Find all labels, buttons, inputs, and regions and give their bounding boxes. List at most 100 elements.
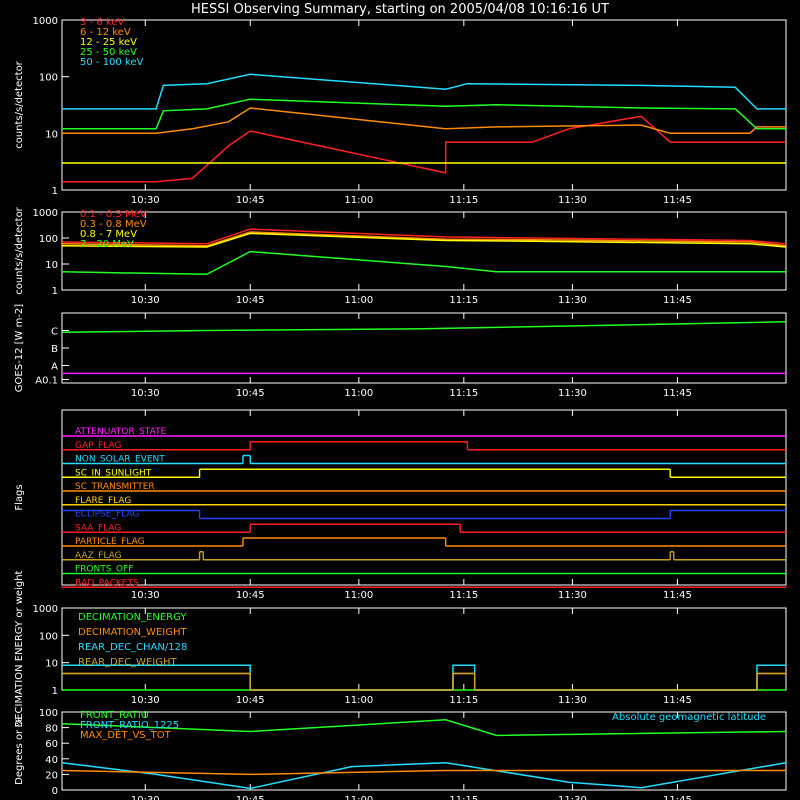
- flag-label-7: SAA_FLAG: [75, 523, 121, 533]
- x-tick-label-4-1: 10:45: [236, 695, 265, 706]
- series-line-0-0: [62, 115, 786, 183]
- y-tick-label-4-1: 10: [45, 659, 58, 670]
- series-line-5-1: [61, 761, 787, 790]
- x-tick-label-1-2: 11:00: [344, 295, 373, 306]
- x-tick-label-4-3: 11:15: [449, 695, 478, 706]
- x-tick-label-5-2: 11:00: [344, 795, 373, 800]
- flag-label-3: SC_IN_SUNLIGHT: [75, 468, 152, 478]
- x-tick-label-5-1: 10:45: [236, 795, 265, 800]
- panel-frame-0: [61, 19, 787, 191]
- flag-label-0: ATTENUATOR_STATE: [75, 427, 167, 437]
- series-line-1-3: [61, 250, 786, 276]
- x-tick-label-4-4: 11:30: [558, 695, 587, 706]
- y-tick-label-5-3: 60: [45, 739, 58, 750]
- x-tick-label-1-3: 11:15: [449, 295, 478, 306]
- flag-label-5: FLARE_FLAG: [75, 496, 131, 506]
- flag-label-10: FRONTS_OFF: [75, 565, 133, 575]
- annotation-geomag-latitude: Absolute geomagnetic latitude: [612, 712, 766, 723]
- y-tick-label-2-2: B: [51, 344, 58, 355]
- series-line-0-4: [62, 73, 786, 110]
- x-tick-label-4-0: 10:30: [131, 695, 160, 706]
- legend-entry-0-0: 3 - 6 keV: [80, 17, 124, 28]
- y-tick-label-0-2: 100: [39, 73, 58, 84]
- x-tick-label-0-0: 10:30: [131, 195, 160, 206]
- x-tick-label-3-3: 11:15: [449, 590, 478, 601]
- legend-entry-1-2: 0.8 - 7 MeV: [80, 229, 137, 240]
- legend-entry-1-1: 0.3 - 0.8 MeV: [80, 219, 147, 230]
- x-tick-label-1-1: 10:45: [236, 295, 265, 306]
- y-tick-label-5-5: 100: [39, 708, 58, 719]
- x-tick-label-5-3: 11:15: [449, 795, 478, 800]
- legend-entry-4-2: REAR_DEC_CHAN/128: [78, 642, 187, 653]
- legend-entry-0-4: 50 - 100 keV: [80, 57, 144, 68]
- x-tick-label-5-4: 11:30: [558, 795, 587, 800]
- series-line-5-0: [61, 719, 787, 737]
- y-tick-label-1-2: 100: [39, 234, 58, 245]
- flag-line-6: [62, 509, 786, 520]
- series-line-1-0: [61, 228, 787, 245]
- flag-label-2: NON_SOLAR_EVENT: [75, 455, 165, 465]
- y-tick-label-1-3: 1000: [33, 208, 58, 219]
- series-line-5-2: [61, 769, 786, 776]
- x-tick-label-3-4: 11:30: [558, 590, 587, 601]
- y-tick-label-4-3: 1000: [33, 604, 58, 615]
- y-tick-label-1-1: 10: [45, 260, 58, 271]
- flag-label-4: SC_TRANSMITTER: [75, 482, 155, 492]
- legend-entry-1-0: 0.1 - 0.3 MeV: [80, 209, 147, 220]
- x-tick-label-2-4: 11:30: [558, 388, 587, 399]
- y-axis-label-0: counts/s/detector: [14, 60, 25, 148]
- legend-entry-4-1: DECIMATION_WEIGHT: [78, 627, 187, 638]
- legend-entry-4-0: DECIMATION_ENERGY: [78, 612, 187, 623]
- x-tick-label-2-3: 11:15: [449, 388, 478, 399]
- x-tick-label-4-5: 11:45: [663, 695, 692, 706]
- flag-label-6: ECLIPSE_FLAG: [75, 510, 139, 520]
- flag-label-8: PARTICLE_FLAG: [75, 537, 145, 547]
- series-line-4-3: [62, 672, 786, 691]
- y-tick-label-4-2: 100: [39, 631, 58, 642]
- flag-label-9: AAZ_FLAG: [75, 551, 122, 561]
- x-tick-label-2-0: 10:30: [131, 388, 160, 399]
- series-line-0-3: [62, 98, 786, 130]
- x-tick-label-3-1: 10:45: [236, 590, 265, 601]
- x-tick-label-3-5: 11:45: [663, 590, 692, 601]
- y-axis-label-5: Degrees or %: [14, 717, 25, 785]
- legend-entry-0-1: 6 - 12 keV: [80, 27, 131, 38]
- legend-entry-0-3: 25 - 50 keV: [80, 47, 137, 58]
- y-tick-label-1-0: 1: [52, 286, 58, 297]
- legend-entry-5-1: FRONT_RATIO_1225: [80, 720, 179, 731]
- y-tick-label-4-0: 1: [52, 686, 58, 697]
- series-line-1-1: [61, 231, 787, 247]
- y-tick-label-0-0: 1: [52, 186, 58, 197]
- x-tick-label-2-1: 10:45: [236, 388, 265, 399]
- legend-entry-0-2: 12 - 25 keV: [80, 37, 137, 48]
- panel-frame-1: [61, 211, 787, 291]
- x-tick-label-5-0: 10:30: [131, 795, 160, 800]
- flag-line-3: [62, 468, 786, 478]
- flag-line-1: [62, 441, 786, 451]
- y-tick-label-5-1: 20: [45, 770, 58, 781]
- y-tick-label-5-0: 0: [52, 786, 58, 797]
- x-tick-label-0-2: 11:00: [344, 195, 373, 206]
- series-line-0-1: [62, 107, 786, 135]
- flag-line-9: [62, 551, 786, 561]
- y-axis-label-2: GOES-12 [W m-2]: [14, 304, 25, 392]
- x-tick-label-0-4: 11:30: [558, 195, 587, 206]
- x-tick-label-2-5: 11:45: [663, 388, 692, 399]
- flag-label-11: BAD_PACKETS: [75, 578, 139, 588]
- x-tick-label-0-3: 11:15: [449, 195, 478, 206]
- flag-label-1: GAP_FLAG: [75, 441, 121, 451]
- flag-line-7: [62, 523, 786, 533]
- x-tick-label-1-0: 10:30: [131, 295, 160, 306]
- x-tick-label-0-5: 11:45: [663, 195, 692, 206]
- x-tick-label-4-2: 11:00: [344, 695, 373, 706]
- series-line-1-2: [61, 232, 787, 248]
- y-axis-label-4: DECIMATION ENERGY or weight: [14, 570, 25, 727]
- legend-entry-1-3: 7 - 20 MeV: [80, 239, 134, 250]
- x-tick-label-3-2: 11:00: [344, 590, 373, 601]
- series-line-2-0: [61, 321, 787, 334]
- legend-entry-5-0: FRONT_RATIO: [80, 710, 149, 721]
- y-tick-label-0-3: 1000: [33, 16, 58, 27]
- x-tick-label-1-5: 11:45: [663, 295, 692, 306]
